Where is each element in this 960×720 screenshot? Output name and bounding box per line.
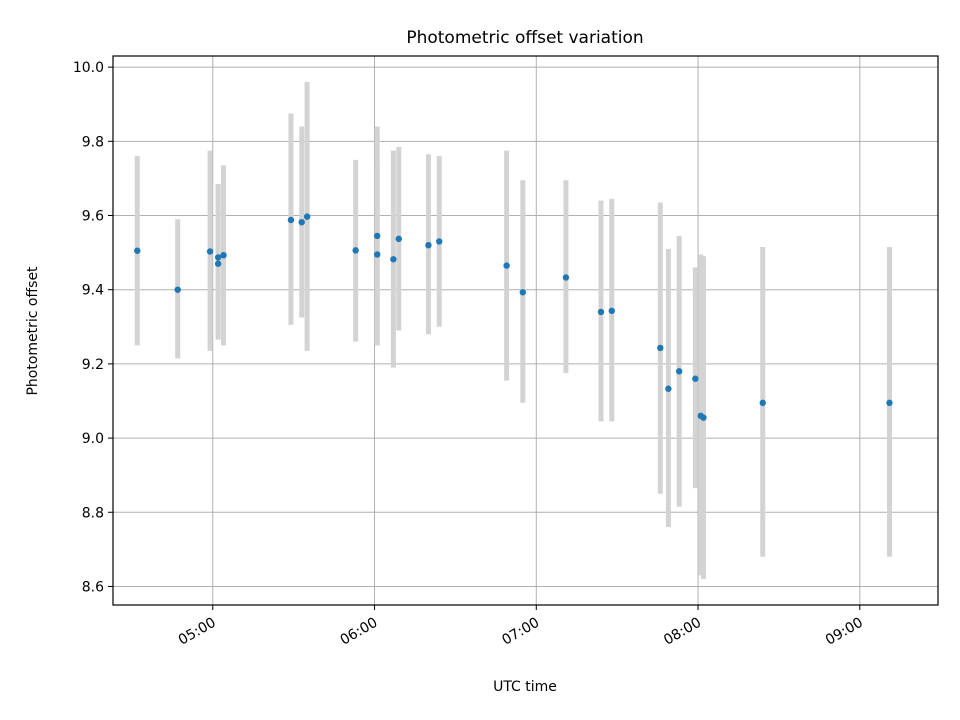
data-point — [206, 248, 214, 255]
y-tick-label: 9.0 — [82, 431, 104, 447]
data-points — [134, 213, 893, 421]
data-point — [503, 262, 510, 269]
y-tick-label: 9.4 — [82, 283, 104, 299]
data-point — [597, 308, 605, 316]
y-tick-label: 9.8 — [82, 134, 104, 150]
data-point — [374, 251, 381, 258]
data-point — [395, 235, 402, 243]
data-point — [657, 344, 664, 352]
data-point — [675, 368, 683, 375]
data-point — [214, 260, 222, 267]
data-point — [298, 218, 305, 226]
data-point — [692, 375, 699, 382]
data-point — [562, 274, 570, 281]
data-point — [608, 307, 615, 315]
data-point — [374, 232, 381, 240]
data-point — [287, 216, 295, 224]
y-tick-label: 10.0 — [73, 60, 104, 76]
data-point — [214, 254, 222, 261]
plot-frame — [112, 55, 939, 606]
y-tick-label: 9.6 — [82, 209, 104, 225]
data-point — [303, 213, 311, 220]
y-axis: 8.6 8.8 9.0 9.2 9.4 9.6 9.8 10.0 — [73, 60, 113, 595]
data-point — [134, 247, 141, 254]
grid-lines — [113, 56, 938, 605]
data-point — [390, 256, 397, 263]
data-point — [352, 247, 359, 254]
chart-title: Photometric offset variation — [406, 28, 643, 48]
y-tick-label: 9.2 — [82, 357, 104, 373]
data-point — [425, 241, 432, 249]
y-tick-label: 8.6 — [82, 579, 104, 595]
y-tick-label: 8.8 — [82, 505, 104, 521]
x-axis-label: UTC time — [493, 679, 557, 695]
data-point — [436, 238, 443, 245]
data-point — [665, 385, 672, 392]
y-axis-label: Photometric offset — [25, 266, 41, 396]
data-point — [759, 399, 766, 407]
data-point — [700, 414, 707, 421]
data-point — [220, 251, 227, 259]
data-point — [886, 399, 893, 407]
data-point — [174, 286, 181, 293]
data-point — [519, 289, 527, 296]
